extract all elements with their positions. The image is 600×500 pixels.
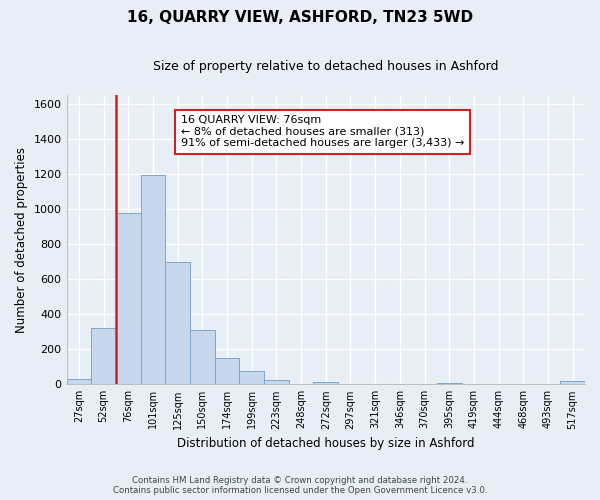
Bar	[264, 380, 289, 384]
Text: Contains HM Land Registry data © Crown copyright and database right 2024.
Contai: Contains HM Land Registry data © Crown c…	[113, 476, 487, 495]
Bar	[560, 381, 585, 384]
Text: 16, QUARRY VIEW, ASHFORD, TN23 5WD: 16, QUARRY VIEW, ASHFORD, TN23 5WD	[127, 10, 473, 25]
Bar	[165, 262, 190, 384]
Bar	[437, 382, 461, 384]
Bar	[215, 358, 239, 384]
Title: Size of property relative to detached houses in Ashford: Size of property relative to detached ho…	[153, 60, 499, 73]
Bar	[67, 379, 91, 384]
Y-axis label: Number of detached properties: Number of detached properties	[15, 146, 28, 332]
X-axis label: Distribution of detached houses by size in Ashford: Distribution of detached houses by size …	[177, 437, 475, 450]
Bar	[140, 175, 165, 384]
Bar	[116, 214, 140, 384]
Bar	[190, 330, 215, 384]
Bar	[313, 382, 338, 384]
Text: 16 QUARRY VIEW: 76sqm
← 8% of detached houses are smaller (313)
91% of semi-deta: 16 QUARRY VIEW: 76sqm ← 8% of detached h…	[181, 116, 464, 148]
Bar	[91, 328, 116, 384]
Bar	[239, 371, 264, 384]
